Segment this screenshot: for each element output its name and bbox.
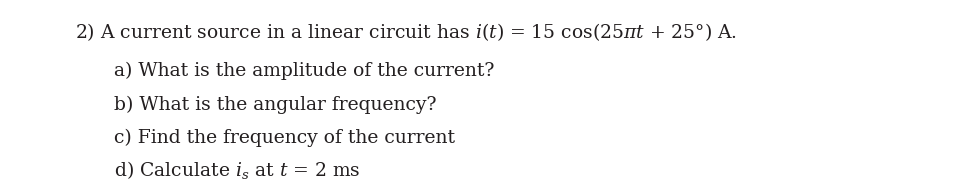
Text: 2) A current source in a linear circuit has $i(t)$ = 15 cos(25$\pi t$ + 25°) A.: 2) A current source in a linear circuit … [75, 21, 737, 42]
Text: a) What is the amplitude of the current?: a) What is the amplitude of the current? [114, 62, 494, 80]
Text: c) Find the frequency of the current: c) Find the frequency of the current [114, 129, 455, 147]
Text: b) What is the angular frequency?: b) What is the angular frequency? [114, 96, 436, 114]
Text: d) Calculate $i_s$ at $t$ = 2 ms: d) Calculate $i_s$ at $t$ = 2 ms [114, 159, 360, 181]
